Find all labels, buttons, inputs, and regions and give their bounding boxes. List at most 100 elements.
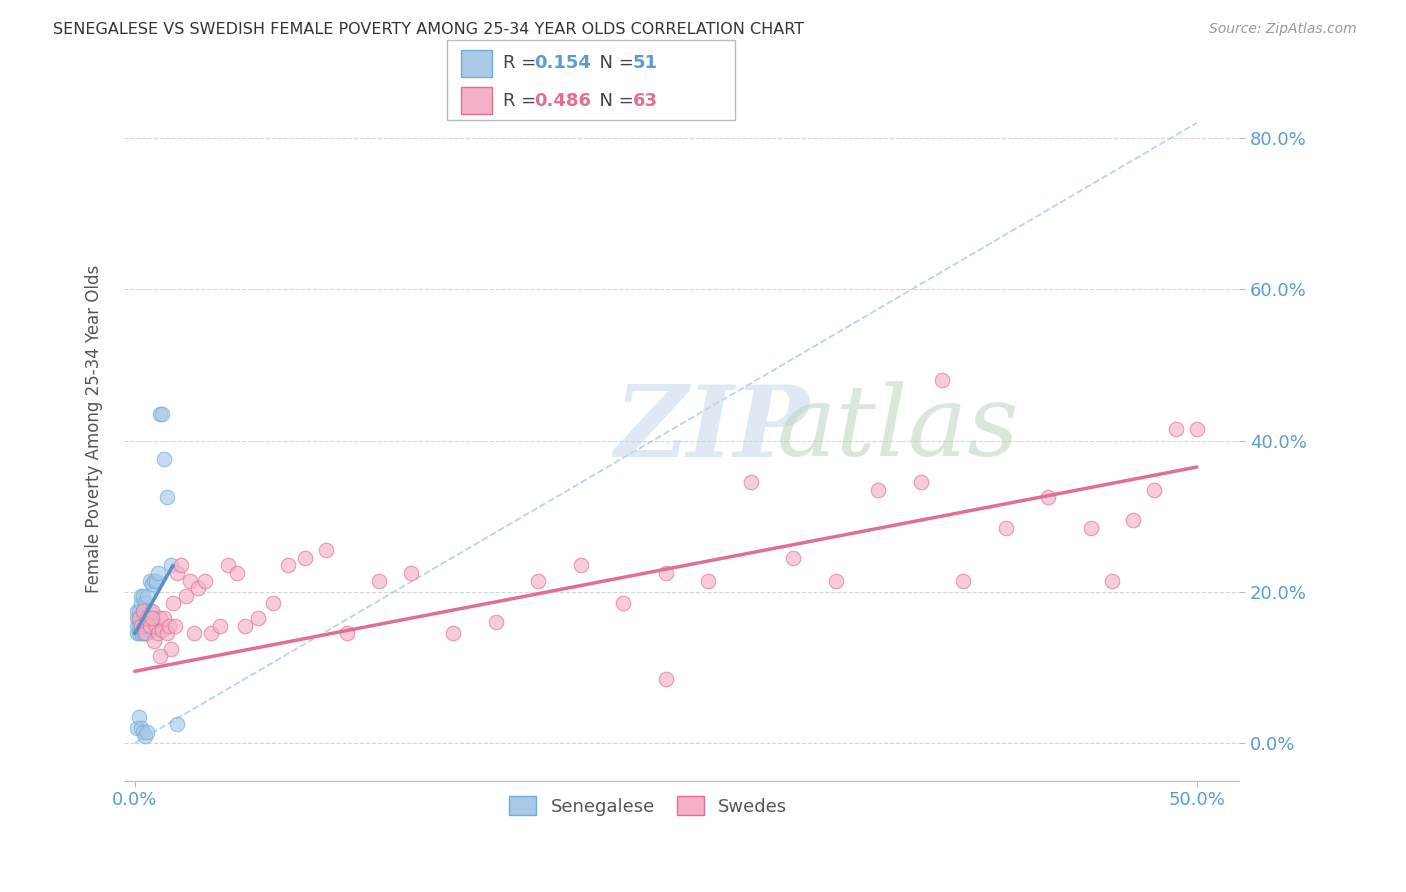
Point (150, 407, 173, 421)
Point (134, 626, 156, 640)
Point (1036, 491, 1059, 505)
Point (125, 626, 148, 640)
Point (129, 626, 152, 640)
Point (200, 626, 222, 640)
Point (153, 611, 176, 625)
Point (134, 611, 156, 625)
Text: N =: N = (588, 92, 640, 110)
Point (125, 611, 148, 625)
Point (129, 615, 152, 629)
Point (165, 619, 187, 633)
Point (294, 550, 316, 565)
Point (233, 619, 256, 633)
Point (612, 596, 634, 610)
Point (183, 626, 205, 640)
Point (136, 619, 159, 633)
Point (160, 641, 183, 656)
Point (569, 558, 592, 573)
Point (931, 373, 953, 387)
Point (1185, 422, 1208, 436)
Point (655, 672, 678, 686)
Point (217, 558, 239, 573)
Text: 63: 63 (633, 92, 658, 110)
Point (141, 611, 163, 625)
Point (142, 634, 165, 648)
Point (174, 589, 197, 603)
Point (125, 721, 148, 735)
Y-axis label: Female Poverty Among 25-34 Year Olds: Female Poverty Among 25-34 Year Olds (86, 265, 103, 593)
Point (187, 581, 209, 595)
Point (952, 574, 974, 588)
Point (141, 611, 163, 625)
Text: R =: R = (503, 92, 543, 110)
Point (129, 721, 152, 735)
Point (142, 619, 165, 633)
Point (128, 611, 150, 625)
Point (246, 611, 269, 625)
Point (441, 626, 464, 640)
Point (125, 604, 148, 618)
Point (142, 574, 165, 588)
Point (1164, 422, 1187, 436)
Point (868, 483, 890, 497)
Point (157, 619, 180, 633)
Point (129, 596, 152, 610)
Point (162, 596, 184, 610)
Point (156, 626, 179, 640)
Point (150, 623, 173, 637)
Text: 51: 51 (633, 54, 658, 72)
Point (138, 604, 160, 618)
Point (145, 574, 167, 588)
Point (132, 626, 155, 640)
Point (1143, 483, 1166, 497)
Point (132, 604, 155, 618)
Point (1080, 520, 1102, 534)
Point (141, 577, 163, 591)
Point (194, 574, 217, 588)
Point (824, 574, 846, 588)
Point (132, 589, 155, 603)
Point (141, 619, 163, 633)
Point (136, 724, 159, 739)
Point (129, 619, 152, 633)
Point (138, 615, 160, 629)
Point (1122, 513, 1144, 527)
Text: Source: ZipAtlas.com: Source: ZipAtlas.com (1209, 22, 1357, 37)
Point (132, 611, 155, 625)
Point (485, 615, 508, 629)
Point (166, 566, 188, 580)
Text: atlas: atlas (776, 382, 1019, 477)
Point (129, 611, 152, 625)
Point (136, 589, 159, 603)
Point (134, 626, 156, 640)
Point (399, 566, 422, 580)
Point (225, 566, 247, 580)
Point (179, 574, 201, 588)
Point (132, 724, 155, 739)
Point (740, 475, 762, 490)
Point (134, 619, 156, 633)
Point (527, 574, 550, 588)
Point (153, 452, 176, 467)
Point (782, 550, 804, 565)
Point (132, 623, 155, 637)
Point (134, 596, 156, 610)
Point (655, 566, 678, 580)
Point (368, 574, 391, 588)
Point (132, 604, 155, 618)
Point (141, 604, 163, 618)
Point (146, 566, 169, 580)
Text: ZIP: ZIP (614, 381, 810, 477)
Point (128, 619, 150, 633)
Point (136, 626, 159, 640)
Point (166, 717, 188, 731)
Text: N =: N = (588, 54, 640, 72)
Point (149, 407, 172, 421)
Point (136, 611, 159, 625)
Point (129, 589, 152, 603)
Point (208, 619, 231, 633)
Point (315, 543, 337, 558)
Point (138, 574, 160, 588)
Text: R =: R = (503, 54, 543, 72)
Point (277, 558, 299, 573)
